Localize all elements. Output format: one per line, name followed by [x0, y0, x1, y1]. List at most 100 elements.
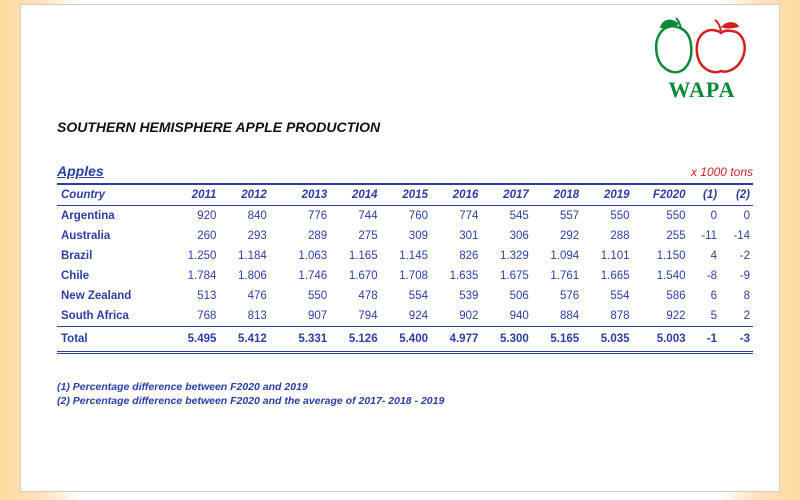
col-n1n: (1) [689, 184, 721, 206]
cell-total-value: 5.003 [633, 327, 689, 353]
col-2015: 2015 [381, 184, 431, 206]
document-page: WAPA SOUTHERN HEMISPHERE APPLE PRODUCTIO… [20, 4, 780, 492]
cell-value: 6 [689, 286, 721, 306]
cell-value: 1.708 [381, 266, 431, 286]
col-2011: 2011 [169, 184, 219, 206]
cell-total-value: -3 [720, 327, 753, 353]
cell-value: 840 [219, 206, 269, 227]
cell-value: 0 [720, 206, 753, 227]
cell-country: Argentina [57, 206, 169, 227]
cell-value: 902 [431, 306, 481, 327]
cell-value: 1.250 [169, 246, 219, 266]
cell-value: 576 [532, 286, 582, 306]
col-2019: 2019 [582, 184, 632, 206]
cell-value: 1.184 [219, 246, 269, 266]
cell-value: 554 [381, 286, 431, 306]
cell-value: 4 [689, 246, 721, 266]
col-2017: 2017 [481, 184, 531, 206]
cell-value: 8 [720, 286, 753, 306]
table-row: Chile1.7841.806 1.7461.6701.7081.6351.675… [57, 266, 753, 286]
cell-total-value: 5.400 [381, 327, 431, 353]
cell-value: 292 [532, 226, 582, 246]
cell-value: 940 [481, 306, 531, 327]
page-title: SOUTHERN HEMISPHERE APPLE PRODUCTION [57, 119, 753, 135]
cell-country: Brazil [57, 246, 169, 266]
cell-value: -2 [720, 246, 753, 266]
table-header: Country201120122013201420152016201720182… [57, 184, 753, 206]
cell-value: 760 [381, 206, 431, 227]
cell-value: 1.761 [532, 266, 582, 286]
cell-value: 744 [330, 206, 380, 227]
table-row: Argentina9208407767447607745455575505500… [57, 206, 753, 227]
cell-value: 813 [219, 306, 269, 327]
wapa-logo-text: WAPA [647, 77, 757, 103]
cell-value: 2 [720, 306, 753, 327]
cell-value: 1.670 [330, 266, 380, 286]
cell-value: 1.675 [481, 266, 531, 286]
cell-value: 924 [381, 306, 431, 327]
cell-value: 550 [280, 286, 330, 306]
cell-value: 545 [481, 206, 531, 227]
cell-value: 255 [633, 226, 689, 246]
table-row: New Zealand51347655047855453950657655458… [57, 286, 753, 306]
wapa-logo-icon [647, 17, 757, 79]
unit-label: x 1000 tons [691, 165, 753, 179]
cell-value: 301 [431, 226, 481, 246]
cell-value: 5 [689, 306, 721, 327]
cell-total-value: 5.300 [481, 327, 531, 353]
footnote-2: (2) Percentage difference between F2020 … [57, 394, 753, 408]
production-table: Country201120122013201420152016201720182… [57, 183, 753, 354]
cell-total-value: 5.165 [532, 327, 582, 353]
section-label: Apples [57, 163, 104, 179]
cell-value: 794 [330, 306, 380, 327]
cell-value: 920 [169, 206, 219, 227]
cell-value: 1.150 [633, 246, 689, 266]
cell-total-value: 5.331 [280, 327, 330, 353]
cell-value: 1.746 [280, 266, 330, 286]
cell-value: 1.635 [431, 266, 481, 286]
cell-total-value: 5.126 [330, 327, 380, 353]
col-2016: 2016 [431, 184, 481, 206]
cell-value: 768 [169, 306, 219, 327]
cell-country: Australia [57, 226, 169, 246]
cell-value: 550 [582, 206, 632, 227]
cell-total-value: -1 [689, 327, 721, 353]
cell-total-value: 5.495 [169, 327, 219, 353]
cell-value: 878 [582, 306, 632, 327]
cell-value: 1.806 [219, 266, 269, 286]
cell-country: South Africa [57, 306, 169, 327]
cell-value: 506 [481, 286, 531, 306]
cell-value: 513 [169, 286, 219, 306]
cell-value: 554 [582, 286, 632, 306]
cell-value: 275 [330, 226, 380, 246]
table-body: Argentina9208407767447607745455575505500… [57, 206, 753, 353]
col-country: Country [57, 184, 169, 206]
cell-value: 557 [532, 206, 582, 227]
cell-value: 550 [633, 206, 689, 227]
cell-value: 907 [280, 306, 330, 327]
wapa-logo: WAPA [647, 17, 757, 103]
cell-value: -11 [689, 226, 721, 246]
cell-total-value: 5.035 [582, 327, 632, 353]
cell-country: New Zealand [57, 286, 169, 306]
cell-value: 826 [431, 246, 481, 266]
cell-value: 1.329 [481, 246, 531, 266]
footnotes: (1) Percentage difference between F2020 … [57, 380, 753, 408]
cell-value: 476 [219, 286, 269, 306]
col-2012: 2012 [219, 184, 269, 206]
cell-value: 478 [330, 286, 380, 306]
cell-country: Chile [57, 266, 169, 286]
cell-value: 1.165 [330, 246, 380, 266]
table-row: Brazil1.2501.1841.0631.1651.1458261.3291… [57, 246, 753, 266]
cell-value: -14 [720, 226, 753, 246]
cell-total-value: 5.412 [219, 327, 269, 353]
col-F2020: F2020 [633, 184, 689, 206]
cell-value: 1.784 [169, 266, 219, 286]
cell-value: 884 [532, 306, 582, 327]
cell-value: 539 [431, 286, 481, 306]
cell-value: 309 [381, 226, 431, 246]
cell-value: 586 [633, 286, 689, 306]
col-2013: 2013 [280, 184, 330, 206]
cell-total-label: Total [57, 327, 169, 353]
cell-value: 293 [219, 226, 269, 246]
